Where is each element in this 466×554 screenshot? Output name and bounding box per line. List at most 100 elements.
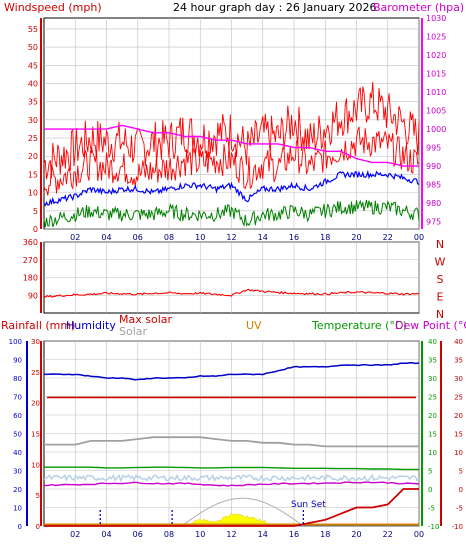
direction-tick-label: 270	[23, 256, 38, 265]
compass-label: E	[437, 291, 444, 304]
dew-point-tick-label: 35	[454, 357, 463, 365]
dew-point-tick-label: 30	[454, 375, 463, 383]
windspeed-tick-label: 15	[28, 170, 38, 179]
dew-point-tick-label: 5	[459, 468, 463, 476]
solar-reference-line	[44, 436, 419, 448]
climate-panel-series	[43, 362, 420, 527]
solar-area	[192, 512, 267, 527]
climate-x-tick-label: 04	[101, 530, 111, 539]
direction-degree-axis: 90 180 270 360	[23, 238, 42, 313]
climate-x-tick-label: 08	[164, 530, 174, 539]
temperature-label: Temperature (°C)	[311, 319, 407, 332]
windspeed-tick-label: 25	[28, 134, 38, 143]
direction-tick-label: 360	[23, 238, 38, 247]
humidity-tick-label: 50	[13, 431, 22, 439]
temperature-tick-label: 25	[428, 394, 437, 402]
wind-x-tick-label: 06	[133, 233, 143, 242]
barometer-tick-label: 985	[426, 181, 441, 190]
wind-panel-series	[43, 81, 420, 228]
compass-label: W	[435, 256, 446, 269]
rainfall-series-line	[44, 488, 419, 527]
wind-x-tick-label: 08	[164, 233, 174, 242]
windspeed-tick-label: 50	[28, 43, 38, 52]
barometer-tick-label: 1030	[426, 14, 446, 23]
windspeed-tick-label: 0	[33, 225, 38, 234]
dew-point-tick-label: 40	[454, 338, 463, 346]
direction-panel-series	[43, 288, 420, 298]
dew-point-tick-label: 20	[454, 412, 463, 420]
temperature-series-line	[44, 466, 419, 471]
climate-x-tick-label: 20	[351, 530, 361, 539]
barometer-tick-label: 995	[426, 144, 441, 153]
windspeed-axis: 0 5 10 15 20 25 30 35 40 45 50 55	[28, 18, 42, 234]
chart-title: 24 hour graph day : 26 January 2026	[173, 1, 377, 14]
barometer-axis: 975 980 985 990 995 1000 1005 1010 1015 1020 1025 1…	[421, 14, 446, 229]
barometer-series-line	[44, 124, 419, 167]
wind-average-series-line	[43, 169, 420, 207]
temperature-tick-label: 30	[428, 375, 437, 383]
wind-x-tick-label: 18	[320, 233, 330, 242]
climate-x-axis: 02 04 06 08 10 12 14 16 18 20 22 00	[70, 530, 424, 539]
windspeed-tick-label: 30	[28, 116, 38, 125]
dew-point-tick-label: -5	[456, 505, 463, 513]
compass-label: N	[436, 308, 444, 321]
climate-x-tick-label: 16	[289, 530, 299, 539]
climate-x-tick-label: 10	[195, 530, 205, 539]
gust-series-line	[43, 81, 420, 180]
humidity-tick-label: 20	[13, 486, 22, 494]
rainfall-tick-label: 0	[36, 523, 40, 531]
climate-x-tick-label: 02	[70, 530, 80, 539]
wind-x-tick-label: 02	[70, 233, 80, 242]
uv-label: UV	[246, 319, 262, 332]
barometer-tick-label: 1020	[426, 51, 446, 60]
climate-x-tick-label: 12	[226, 530, 236, 539]
temperature-tick-label: -5	[428, 505, 435, 513]
dew-point-tick-label: 25	[454, 394, 463, 402]
rainfall-tick-label: 25	[31, 369, 40, 377]
compass-label: N	[436, 238, 444, 251]
dew-point-tick-label: -10	[452, 523, 463, 531]
dew-point-series-line	[43, 481, 420, 487]
rainfall-tick-label: 30	[31, 338, 40, 346]
humidity-tick-label: 80	[13, 375, 22, 383]
humidity-series-line	[43, 362, 420, 381]
windspeed-tick-label: 40	[28, 79, 38, 88]
humidity-label: Humidity	[66, 319, 116, 332]
climate-x-tick-label: 18	[320, 530, 330, 539]
rainfall-tick-label: 10	[31, 461, 40, 469]
dew-point-tick-label: 15	[454, 431, 463, 439]
wind-x-tick-label: 12	[226, 233, 236, 242]
barometer-tick-label: 975	[426, 218, 441, 227]
barometer-tick-label: 980	[426, 199, 441, 208]
wind-x-tick-label: 04	[101, 233, 111, 242]
humidity-raw-trace	[43, 473, 420, 483]
barometer-tick-label: 1000	[426, 125, 446, 134]
temperature-tick-label: 35	[428, 357, 437, 365]
barometer-tick-label: 1005	[426, 107, 446, 116]
windspeed-tick-label: 10	[28, 189, 38, 198]
wind-minimum-series-line	[43, 199, 420, 228]
compass-label: S	[437, 273, 444, 286]
barometer-axis-label: Barometer (hpa)	[373, 1, 464, 14]
humidity-tick-label: 10	[13, 505, 22, 513]
temperature-tick-label: -10	[428, 523, 439, 531]
wind-x-tick-label: 20	[351, 233, 361, 242]
temperature-tick-label: 0	[428, 486, 432, 494]
max-solar-label: Max solar	[119, 313, 172, 326]
temperature-tick-label: 15	[428, 431, 437, 439]
humidity-tick-label: 70	[13, 394, 22, 402]
climate-x-tick-label: 00	[414, 530, 424, 539]
rainfall-tick-label: 5	[36, 492, 40, 500]
temperature-tick-label: 20	[428, 412, 437, 420]
rainfall-tick-label: 20	[31, 400, 40, 408]
wind-x-tick-label: 00	[414, 233, 424, 242]
barometer-tick-label: 990	[426, 162, 441, 171]
temperature-tick-label: 5	[428, 468, 432, 476]
rainfall-tick-label: 15	[31, 431, 40, 439]
direction-tick-label: 180	[23, 274, 38, 283]
windspeed-tick-label: 55	[28, 25, 38, 34]
humidity-tick-label: 0	[18, 523, 22, 531]
climate-x-tick-label: 14	[258, 530, 268, 539]
